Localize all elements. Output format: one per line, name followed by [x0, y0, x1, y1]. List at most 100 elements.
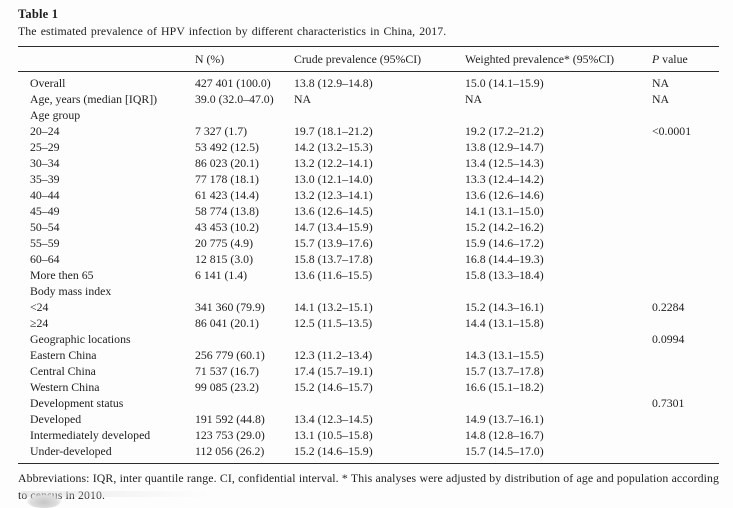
cell-weighted: 14.4 (13.1–15.8) [465, 316, 544, 330]
cell-crude: 15.7 (13.9–17.6) [294, 236, 373, 250]
cell-weighted [465, 107, 652, 123]
table-caption: The estimated prevalence of HPV infectio… [18, 24, 447, 38]
table-row: Intermediately developed 123 753 (29.0) 13… [18, 427, 719, 443]
cell-weighted: 15.7 (13.7–17.8) [465, 364, 544, 378]
table-row: 50–54 43 453 (10.2) 14.7 (13.4–15.9) 15.2 (… [18, 219, 719, 235]
cell-crude [294, 331, 465, 347]
cell-label: Geographic locations [30, 332, 131, 346]
cell-n: 61 423 (14.4) [195, 188, 259, 202]
cell-weighted: 15.9 (14.6–17.2) [465, 236, 544, 250]
cell-weighted: 14.3 (13.1–15.5) [465, 348, 544, 362]
table-row: 30–34 86 023 (20.1) 13.2 (12.2–14.1) 13.4 (… [18, 155, 719, 171]
cell-n: 20 775 (4.9) [195, 236, 253, 250]
cell-label: 40–44 [30, 188, 60, 202]
table-row: Geographic locations 0.0994 [18, 331, 719, 347]
cell-p [652, 171, 719, 187]
cell-n [195, 283, 294, 299]
cell-label: 35–39 [30, 172, 60, 186]
table-row: Eastern China 256 779 (60.1) 12.3 (11.2–13… [18, 347, 719, 363]
cell-n: 86 023 (20.1) [195, 156, 259, 170]
col-header-weighted-prevalence: Weighted prevalence* (95%CI) [465, 46, 652, 72]
table-row: More then 65 6 141 (1.4) 13.6 (11.6–15.5) 1… [18, 267, 719, 283]
cell-p [652, 267, 719, 283]
cell-n [195, 107, 294, 123]
cell-p: NA [652, 76, 670, 90]
cell-crude: 15.2 (14.6–15.7) [294, 380, 373, 394]
cell-weighted: 14.8 (12.8–16.7) [465, 428, 544, 442]
cell-n: 123 753 (29.0) [195, 428, 265, 442]
cell-p [652, 411, 719, 427]
table-row: Body mass index [18, 283, 719, 299]
cell-label: 30–34 [30, 156, 60, 170]
cell-n: 58 774 (13.8) [195, 204, 259, 218]
cell-label: 45–49 [30, 204, 60, 218]
cell-n: 39.0 (32.0–47.0) [195, 92, 274, 106]
cell-p [652, 203, 719, 219]
cell-crude: 13.6 (11.6–15.5) [294, 268, 373, 282]
cell-label: 60–64 [30, 252, 60, 266]
cell-weighted [465, 283, 652, 299]
cell-n: 86 041 (20.1) [195, 316, 259, 330]
cell-weighted: 13.4 (12.5–14.3) [465, 156, 544, 170]
cell-weighted: NA [465, 92, 483, 106]
cell-p [652, 187, 719, 203]
cell-weighted: 16.8 (14.4–19.3) [465, 252, 544, 266]
cell-p [652, 139, 719, 155]
cell-n: 77 178 (18.1) [195, 172, 259, 186]
cell-crude: 17.4 (15.7–19.1) [294, 364, 373, 378]
hpv-prevalence-table: N (%) Crude prevalence (95%CI) Weighted … [18, 46, 719, 464]
table-row: 35–39 77 178 (18.1) 13.0 (12.1–14.0) 13.3 (… [18, 171, 719, 187]
table-row: Development status 0.7301 [18, 395, 719, 411]
cell-weighted: 15.2 (14.3–16.1) [465, 300, 544, 314]
cell-p [652, 251, 719, 267]
cell-label: <24 [30, 300, 49, 314]
cell-n [195, 331, 294, 347]
cell-crude [294, 283, 465, 299]
cell-crude: 19.7 (18.1–21.2) [294, 124, 373, 138]
cell-crude: 13.2 (12.2–14.1) [294, 156, 373, 170]
cell-p [652, 379, 719, 395]
cell-crude: 13.0 (12.1–14.0) [294, 172, 373, 186]
cell-label: ≥24 [30, 316, 49, 330]
cell-label: Developed [30, 412, 82, 426]
cell-n: 112 056 (26.2) [195, 444, 265, 458]
header-row: N (%) Crude prevalence (95%CI) Weighted … [18, 46, 719, 72]
cell-p: 0.0994 [652, 332, 685, 346]
cell-crude: 15.2 (14.6–15.9) [294, 444, 373, 458]
cell-weighted: 13.6 (12.6–14.6) [465, 188, 544, 202]
cell-weighted: 15.8 (13.3–18.4) [465, 268, 544, 282]
cell-n: 191 592 (44.8) [195, 412, 265, 426]
cell-weighted: 13.8 (12.9–14.7) [465, 140, 544, 154]
cell-p: <0.0001 [652, 124, 692, 138]
cell-label: More then 65 [30, 268, 94, 282]
table-row: Age, years (median [IQR]) 39.0 (32.0–47.0… [18, 91, 719, 107]
table-body: Overall 427 401 (100.0) 13.8 (12.9–14.8) 15… [18, 72, 719, 464]
table-row: 60–64 12 815 (3.0) 15.8 (13.7–17.8) 16.8 (1… [18, 251, 719, 267]
table-row: 45–49 58 774 (13.8) 13.6 (12.6–14.5) 14.1 (… [18, 203, 719, 219]
cell-weighted: 19.2 (17.2–21.2) [465, 124, 544, 138]
table-row: Age group [18, 107, 719, 123]
cell-label: Western China [30, 380, 100, 394]
cell-weighted: 14.1 (13.1–15.0) [465, 204, 544, 218]
col-header-p-value: P value [652, 46, 719, 72]
table-row: 40–44 61 423 (14.4) 13.2 (12.3–14.1) 13.6 (… [18, 187, 719, 203]
cell-p [652, 315, 719, 331]
table-row: ≥24 86 041 (20.1) 12.5 (11.5–13.5) 14.4 (13… [18, 315, 719, 331]
cell-label: Overall [30, 76, 66, 90]
cell-p [652, 443, 719, 464]
scan-artifact [27, 494, 61, 508]
cell-crude: 14.7 (13.4–15.9) [294, 220, 373, 234]
table-footnote: Abbreviations: IQR, inter quantile range… [18, 471, 719, 502]
table-row: Under-developed 112 056 (26.2) 15.2 (14.6–… [18, 443, 719, 464]
cell-label: 55–59 [30, 236, 60, 250]
table-row: 55–59 20 775 (4.9) 15.7 (13.9–17.6) 15.9 (1… [18, 235, 719, 251]
cell-crude [294, 107, 465, 123]
table-row: Central China 71 537 (16.7) 17.4 (15.7–19.… [18, 363, 719, 379]
table-row: 25–29 53 492 (12.5) 14.2 (13.2–15.3) 13.8 (… [18, 139, 719, 155]
col-header-characteristic [18, 46, 195, 72]
cell-p [652, 235, 719, 251]
cell-n: 256 779 (60.1) [195, 348, 265, 362]
cell-n: 99 085 (23.2) [195, 380, 259, 394]
table-row: 20–24 7 327 (1.7) 19.7 (18.1–21.2) 19.2 (17… [18, 123, 719, 139]
cell-label: 50–54 [30, 220, 60, 234]
